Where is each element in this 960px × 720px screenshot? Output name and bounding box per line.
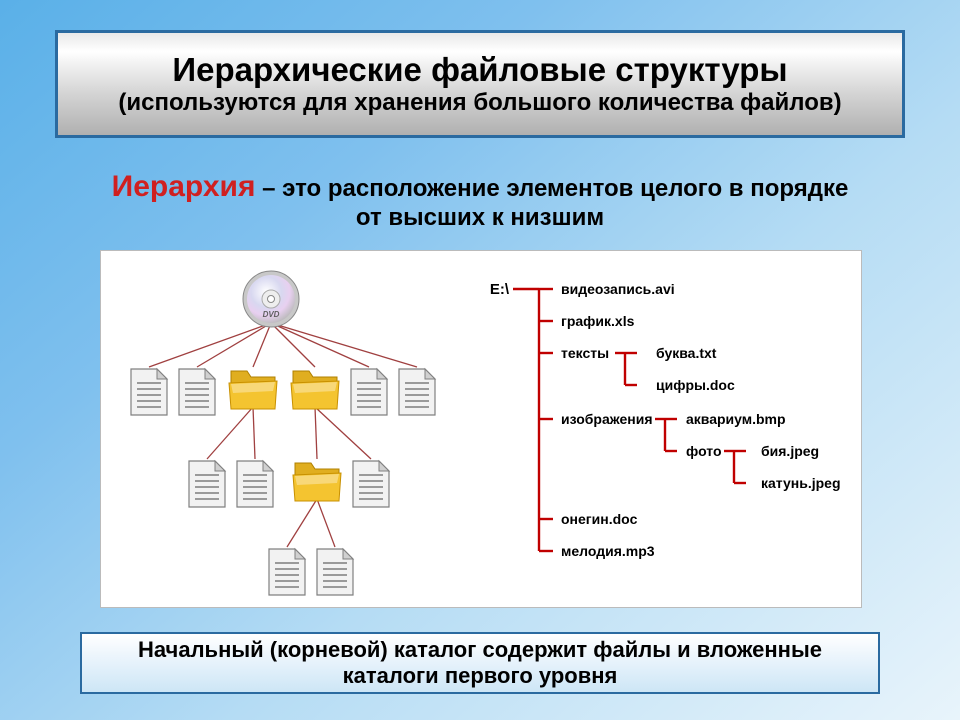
file-icon xyxy=(131,369,167,415)
bottom-box: Начальный (корневой) каталог содержит фа… xyxy=(80,632,880,694)
file-icon xyxy=(269,549,305,595)
svg-text:тексты: тексты xyxy=(561,345,609,361)
svg-text:видеозапись.avi: видеозапись.avi xyxy=(561,281,675,297)
folder-icon xyxy=(229,371,277,409)
file-icon xyxy=(179,369,215,415)
file-icon xyxy=(237,461,273,507)
folder-icon xyxy=(293,463,341,501)
definition-term: Иерархия xyxy=(112,170,256,203)
svg-text:фото: фото xyxy=(686,443,722,459)
svg-text:бия.jpeg: бия.jpeg xyxy=(761,443,819,459)
file-icon xyxy=(317,549,353,595)
svg-text:мелодия.mp3: мелодия.mp3 xyxy=(561,543,655,559)
subtitle: (используются для хранения большого коли… xyxy=(118,89,841,117)
svg-text:DVD: DVD xyxy=(263,310,280,319)
svg-text:E:\: E:\ xyxy=(490,281,510,298)
diagram-svg: DVD E:\ видеозапись.avi график.xls тексты бук… xyxy=(101,251,863,609)
bottom-text: Начальный (корневой) каталог содержит фа… xyxy=(100,637,860,689)
disc-icon: DVD xyxy=(243,271,299,327)
file-icon xyxy=(189,461,225,507)
svg-text:онегин.doc: онегин.doc xyxy=(561,511,638,527)
svg-text:изображения: изображения xyxy=(561,411,653,427)
definition: Иерархия – это расположение элементов це… xyxy=(100,170,860,232)
svg-text:аквариум.bmp: аквариум.bmp xyxy=(686,411,786,427)
svg-text:катунь.jpeg: катунь.jpeg xyxy=(761,475,841,491)
folder-icon xyxy=(291,371,339,409)
svg-text:график.xls: график.xls xyxy=(561,313,635,329)
title: Иерархические файловые структуры xyxy=(172,51,787,89)
title-box: Иерархические файловые структуры (исполь… xyxy=(55,30,905,138)
svg-text:цифры.doc: цифры.doc xyxy=(656,377,735,393)
file-icon xyxy=(399,369,435,415)
svg-text:буква.txt: буква.txt xyxy=(656,345,717,361)
diagram-panel: DVD E:\ видеозапись.avi график.xls тексты бук… xyxy=(100,250,862,608)
definition-body: – это расположение элементов целого в по… xyxy=(255,175,848,231)
file-icon xyxy=(351,369,387,415)
file-icon xyxy=(353,461,389,507)
